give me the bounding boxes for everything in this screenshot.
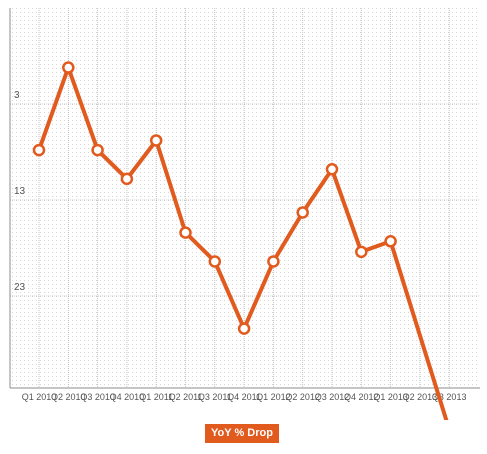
x-tick-label: Q3 2010 <box>80 392 115 402</box>
x-tick-label: Q1 2011 <box>139 392 173 402</box>
data-point <box>32 143 46 157</box>
x-tick-label: Q4 2012 <box>344 392 379 402</box>
series-yoy-drop <box>37 65 449 420</box>
data-point <box>296 206 309 219</box>
x-tick-label: Q3 2013 <box>432 392 467 402</box>
x-tick-label: Q2 2012 <box>285 392 320 402</box>
series-line <box>37 65 449 420</box>
x-tick-label: Q2 2010 <box>51 392 86 402</box>
x-tick-label: Q3 2012 <box>315 392 350 402</box>
data-point <box>91 143 104 157</box>
x-tick-label: Q1 2010 <box>22 392 57 402</box>
data-point <box>267 255 280 268</box>
y-axis-tick-labels: 3 13 23 <box>14 90 26 293</box>
x-tick-label: Q3 2011 <box>198 392 232 402</box>
y-tick-label: 3 <box>14 90 20 101</box>
grid <box>10 8 480 388</box>
data-point <box>325 163 339 176</box>
x-tick-label: Q2 2013 <box>403 392 438 402</box>
y-tick-label: 13 <box>14 186 26 197</box>
data-point <box>355 245 368 259</box>
data-point <box>120 172 134 186</box>
series-markers <box>32 61 397 335</box>
x-tick-label: Q4 2011 <box>227 392 261 402</box>
data-point <box>237 322 251 335</box>
axes <box>9 8 480 389</box>
legend-item-yoy-drop: YoY % Drop <box>205 424 279 443</box>
data-point <box>149 134 163 147</box>
data-point <box>208 255 222 268</box>
x-tick-label: Q1 2012 <box>256 392 291 402</box>
data-point <box>62 61 75 74</box>
x-tick-label: Q1 2013 <box>373 392 408 402</box>
x-tick-label: Q2 2011 <box>169 392 203 402</box>
data-point <box>384 235 397 248</box>
x-tick-label: Q4 2010 <box>110 392 145 402</box>
data-point <box>179 226 192 239</box>
y-tick-label: 23 <box>14 282 26 293</box>
